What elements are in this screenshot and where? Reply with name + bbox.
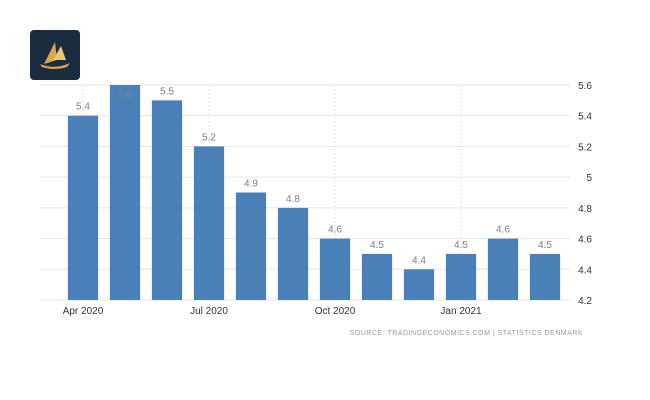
y-axis: 4.2 4.4 4.6 4.8 5 5.2 5.4 5.6 [578, 81, 592, 307]
x-axis: Apr 2020 Jul 2020 Oct 2020 Jan 2021 [63, 306, 482, 317]
x-tick-label: Jul 2020 [190, 306, 228, 317]
bar [361, 253, 393, 300]
source-note: SOURCE: TRADINGECONOMICS.COM | STATISTIC… [350, 330, 583, 337]
bar [67, 115, 99, 300]
bar [445, 253, 477, 300]
bar [529, 253, 561, 300]
bars [67, 85, 561, 300]
bar [403, 269, 435, 300]
brand-logo [30, 30, 80, 80]
y-tick-label: 5.4 [578, 112, 592, 123]
bar [151, 100, 183, 300]
bar [277, 207, 309, 300]
data-label: 5.4 [76, 102, 90, 113]
data-label: 4.6 [496, 225, 510, 236]
y-tick-label: 5.6 [578, 81, 592, 92]
bar [319, 238, 351, 300]
bar [109, 85, 141, 300]
bar [487, 238, 519, 300]
data-label: 4.5 [370, 240, 384, 251]
data-label: 5.2 [202, 132, 216, 143]
bar [193, 146, 225, 300]
data-label: 4.8 [286, 194, 300, 205]
y-tick-label: 4.6 [578, 235, 592, 246]
sailboat-logo-icon [40, 42, 70, 69]
x-tick-label: Jan 2021 [440, 306, 482, 317]
x-tick-label: Apr 2020 [63, 306, 104, 317]
data-label: 4.5 [538, 240, 552, 251]
y-tick-label: 4.2 [578, 296, 592, 307]
data-labels: 5.4 5.6 5.5 5.2 4.9 4.8 4.6 4.5 4.4 4.5 4.6 4.5 [76, 86, 552, 266]
data-label: 4.9 [244, 179, 258, 190]
y-tick-label: 5 [586, 173, 592, 184]
data-label: 5.5 [160, 86, 174, 97]
data-label: 4.6 [328, 225, 342, 236]
data-label: 5.6 [118, 89, 132, 100]
data-label: 4.4 [412, 255, 426, 266]
data-label: 4.5 [454, 240, 468, 251]
y-tick-label: 4.8 [578, 204, 592, 215]
x-tick-label: Oct 2020 [315, 306, 356, 317]
y-tick-label: 5.2 [578, 142, 592, 153]
bar [235, 192, 267, 300]
y-tick-label: 4.4 [578, 265, 592, 276]
